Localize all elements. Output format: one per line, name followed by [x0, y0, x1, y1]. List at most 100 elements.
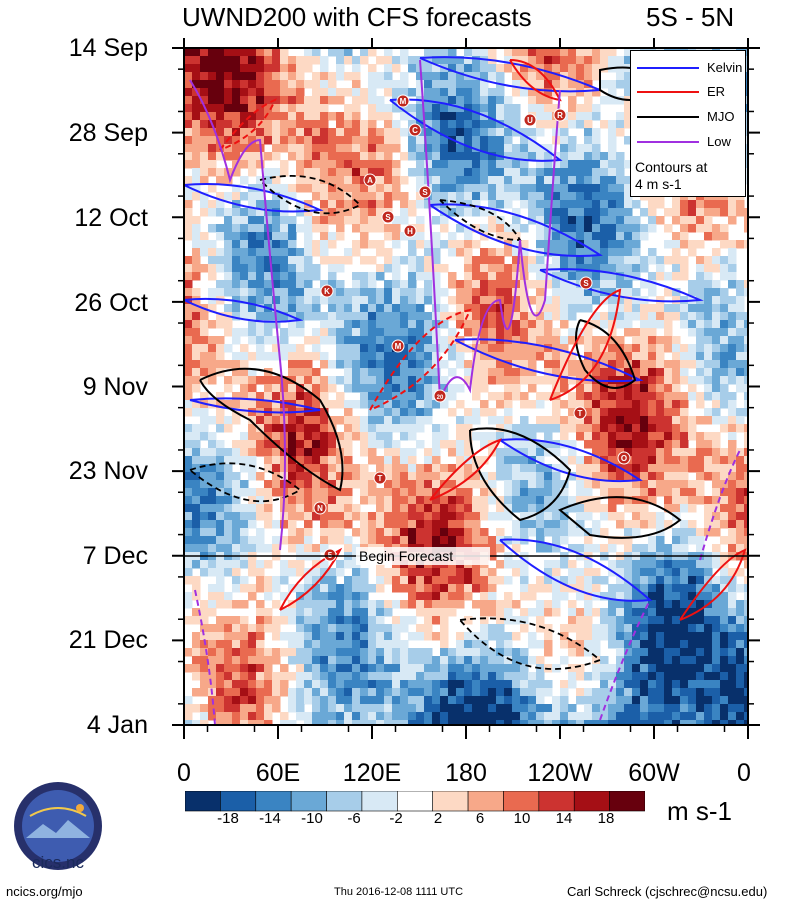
field-cell [520, 448, 529, 457]
field-cell [376, 152, 385, 161]
field-cell [744, 336, 748, 345]
field-cell [208, 320, 217, 329]
field-cell [616, 320, 625, 329]
field-cell [256, 160, 265, 169]
field-cell [544, 352, 553, 361]
field-cell [472, 200, 481, 209]
field-cell [632, 504, 641, 513]
field-cell [528, 144, 537, 153]
field-cell [704, 352, 713, 361]
field-cell [208, 48, 217, 57]
field-cell [624, 368, 633, 377]
field-cell [592, 400, 601, 409]
field-cell [288, 496, 297, 505]
field-cell [688, 224, 697, 233]
field-cell [432, 48, 441, 57]
field-cell [208, 288, 217, 297]
field-cell [384, 256, 393, 265]
field-cell [592, 464, 601, 473]
field-cell [544, 376, 553, 385]
field-cell [192, 648, 201, 657]
field-cell [408, 104, 417, 113]
field-cell [424, 328, 433, 337]
field-cell [208, 608, 217, 617]
field-cell [432, 448, 441, 457]
field-cell [368, 424, 377, 433]
field-cell [312, 440, 321, 449]
field-cell [304, 688, 313, 697]
field-cell [344, 576, 353, 585]
field-cell [392, 600, 401, 609]
field-cell [312, 608, 321, 617]
field-cell [248, 144, 257, 153]
field-cell [680, 576, 689, 585]
field-cell [192, 344, 201, 353]
field-cell [192, 536, 201, 545]
field-cell [640, 256, 649, 265]
field-cell [568, 352, 577, 361]
field-cell [632, 664, 641, 673]
field-cell [296, 568, 305, 577]
field-cell [608, 320, 617, 329]
field-cell [400, 360, 409, 369]
field-cell [616, 488, 625, 497]
field-cell [264, 416, 273, 425]
field-cell [408, 376, 417, 385]
field-cell [672, 496, 681, 505]
field-cell [216, 224, 225, 233]
field-cell [640, 680, 649, 689]
field-cell [496, 288, 505, 297]
field-cell [720, 488, 729, 497]
field-cell [512, 320, 521, 329]
field-cell [576, 456, 585, 465]
field-cell [432, 520, 441, 529]
field-cell [336, 96, 345, 105]
field-cell [368, 136, 377, 145]
field-cell [712, 480, 721, 489]
field-cell [600, 672, 609, 681]
field-cell [336, 352, 345, 361]
field-cell [736, 312, 745, 321]
field-cell [712, 584, 721, 593]
field-cell [552, 200, 561, 209]
field-cell [240, 312, 249, 321]
field-cell [448, 56, 457, 65]
field-cell [488, 656, 497, 665]
field-cell [560, 56, 569, 65]
field-cell [664, 336, 673, 345]
field-cell [584, 152, 593, 161]
field-cell [688, 480, 697, 489]
field-cell [336, 432, 345, 441]
field-cell [312, 656, 321, 665]
field-cell [536, 224, 545, 233]
field-cell [200, 512, 209, 521]
field-cell [432, 288, 441, 297]
field-cell [688, 672, 697, 681]
field-cell [456, 472, 465, 481]
field-cell [592, 528, 601, 537]
field-cell [272, 240, 281, 249]
field-cell [704, 256, 713, 265]
field-cell [392, 104, 401, 113]
field-cell [440, 152, 449, 161]
field-cell [376, 616, 385, 625]
field-cell [392, 64, 401, 73]
field-cell [448, 176, 457, 185]
field-cell [248, 624, 257, 633]
field-cell [744, 112, 748, 121]
field-cell [400, 256, 409, 265]
field-cell [368, 160, 377, 169]
field-cell [352, 224, 361, 233]
field-cell [224, 64, 233, 73]
field-cell [368, 680, 377, 689]
field-cell [744, 384, 748, 393]
field-cell [648, 520, 657, 529]
field-cell [520, 624, 529, 633]
field-cell [304, 216, 313, 225]
field-cell [224, 88, 233, 97]
field-cell [568, 176, 577, 185]
field-cell [408, 288, 417, 297]
field-cell [720, 656, 729, 665]
field-cell [368, 496, 377, 505]
field-cell [256, 696, 265, 705]
